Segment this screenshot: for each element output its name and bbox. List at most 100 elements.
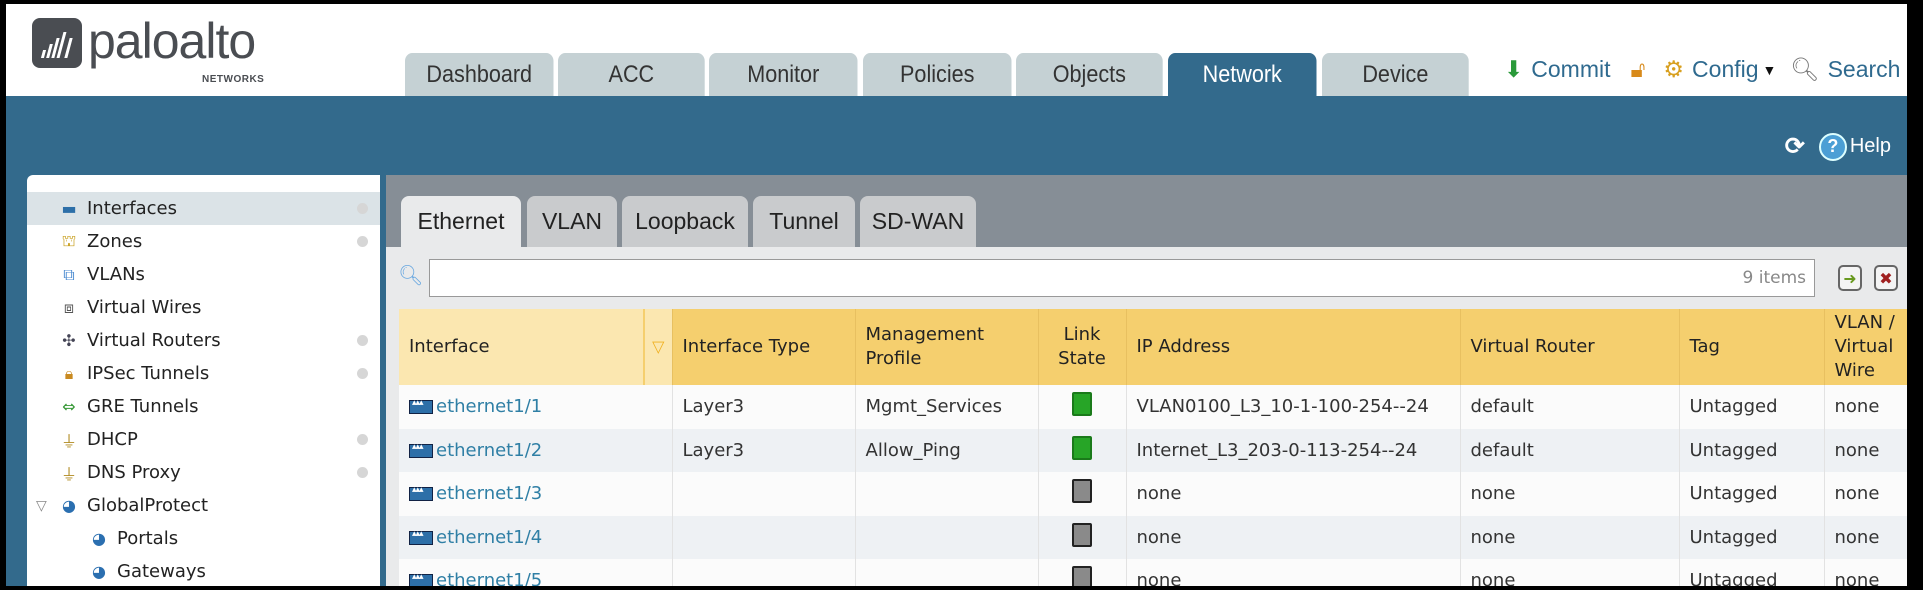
status-dot [357,467,368,478]
status-dot [357,368,368,379]
gateways-icon: ◕ [92,562,106,581]
interfaces-panel: 🔍︎ 9 items ➜ ✖ Interface ▽ Interface Type M… [386,247,1907,586]
link-down-icon [1072,566,1092,586]
tab-loopback[interactable]: Loopback [622,196,748,247]
management-profile-cell [855,515,1039,559]
dhcp-icon: ⏚ [60,431,77,451]
logo-wordmark: paloalto [88,13,256,69]
column-header-link-state[interactable]: Link State [1038,309,1127,385]
sidebar-item-gateways[interactable]: ◕ Gateways [27,555,380,586]
nav-tab-device[interactable]: Device [1322,53,1469,96]
apply-filter-button[interactable]: ➜ [1838,265,1862,291]
tab-tunnel[interactable]: Tunnel [753,196,855,247]
tag-cell: Untagged [1679,385,1825,429]
tab-sd-wan[interactable]: SD-WAN [860,196,976,247]
filter-search-icon: 🔍︎ [398,263,424,287]
virtual-routers-icon: ✣ [62,331,76,350]
tag-cell: Untagged [1679,515,1825,559]
nav-tab-monitor[interactable]: Monitor [709,53,858,96]
sidebar-item-gre-tunnels[interactable]: ⇔ GRE Tunnels [27,390,380,423]
nav-tab-network[interactable]: Network [1168,53,1317,96]
gre-tunnels-icon: ⇔ [62,397,76,416]
ip-address-cell: VLAN0100_L3_10-1-100-254--24 [1126,385,1461,429]
column-header-interface[interactable]: Interface [399,309,645,385]
interface-link[interactable]: ethernet1/1 [436,396,543,418]
config-icon[interactable]: ⚙ [1663,56,1685,82]
sidebar-item-interfaces[interactable]: ▬ Interfaces [27,192,380,225]
interface-link[interactable]: ethernet1/5 [436,570,543,586]
link-down-icon [1072,522,1092,547]
sidebar-item-dhcp[interactable]: ⏚ DHCP [27,423,380,456]
interface-link[interactable]: ethernet1/2 [436,439,543,461]
sidebar-item-globalprotect[interactable]: ▽ ◕ GlobalProtect [27,489,380,522]
column-header-ip-address[interactable]: IP Address [1126,309,1461,385]
sidebar-item-label: GlobalProtect [87,495,209,516]
logo-subtitle: NETWORKS [202,74,265,85]
nav-tab-acc[interactable]: ACC [558,53,705,96]
chevron-down-icon[interactable]: ▼ [1762,61,1777,78]
virtual-router-cell: default [1460,385,1680,429]
sidebar-item-portals[interactable]: ◕ Portals [27,522,380,555]
vlan-virtual-wire-cell: none [1824,515,1907,559]
sidebar-item-label: Interfaces [87,198,177,219]
virtual-router-cell: default [1460,428,1680,472]
help-button[interactable]: ? Help [1818,132,1891,161]
nav-tab-dashboard[interactable]: Dashboard [405,53,554,96]
table-header-row: Interface ▽ Interface Type Management Profi… [399,309,1907,385]
nav-tab-policies[interactable]: Policies [863,53,1012,96]
column-header-label: Virtual Router [1470,336,1595,357]
ethernet-port-icon [409,529,433,545]
clear-filter-button[interactable]: ✖ [1874,265,1898,291]
interface-type-cell: Layer3 [672,428,856,472]
interface-link[interactable]: ethernet1/3 [436,483,543,505]
link-state-cell [1038,385,1127,429]
column-header-label: Tag [1689,336,1720,357]
lock-icon[interactable]: 🔓︎ [1630,56,1646,82]
tab-vlan[interactable]: VLAN [527,196,617,247]
sort-triangle-icon: ▽ [652,337,665,356]
column-header-vlan-virtual-wire[interactable]: VLAN / Virtual Wire [1824,309,1907,385]
globalprotect-icon: ◕ [62,496,76,515]
status-dot [357,434,368,445]
commit-button[interactable]: Commit [1531,56,1611,82]
content-area: Ethernet VLAN Loopback Tunnel SD-WAN 🔍︎ 9 it… [386,175,1907,586]
interface-cell: ethernet1/5 [399,559,673,586]
sidebar-item-zones[interactable]: ⛫ Zones [27,225,380,258]
tab-ethernet[interactable]: Ethernet [401,196,521,247]
sidebar-item-virtual-routers[interactable]: ✣ Virtual Routers [27,324,380,357]
sidebar-item-vlans[interactable]: ⧉ VLANs [27,258,380,291]
status-dot [357,335,368,346]
column-header-management-profile[interactable]: Management Profile [855,309,1039,385]
filter-input[interactable]: 9 items [429,259,1815,297]
interface-type-cell [672,515,856,559]
refresh-icon[interactable]: ⟳ [1784,133,1805,160]
zones-icon: ⛫ [61,231,77,250]
sidebar-item-dns-proxy[interactable]: ⏚ DNS Proxy [27,456,380,489]
interface-link[interactable]: ethernet1/4 [436,526,543,548]
column-header-label: Management Profile [865,324,985,369]
nav-tab-objects[interactable]: Objects [1016,53,1163,96]
sidebar-item-virtual-wires[interactable]: ⧈ Virtual Wires [27,291,380,324]
sidebar-item-label: VLANs [87,264,145,285]
utility-bar: ⟳ ? Help [1785,132,1891,161]
column-header-tag[interactable]: Tag [1679,309,1825,385]
column-header-label: Link State [1058,324,1106,369]
column-header-virtual-router[interactable]: Virtual Router [1460,309,1680,385]
ethernet-port-icon [409,485,433,502]
column-header-interface-type[interactable]: Interface Type [672,309,856,385]
expand-triangle-icon[interactable]: ▽ [36,497,47,514]
config-menu[interactable]: Config [1692,56,1759,82]
search-icon[interactable]: 🔍︎ [1790,56,1820,82]
commit-icon[interactable]: ⬇ [1504,56,1524,82]
search-button[interactable]: Search [1827,56,1901,82]
tag-cell: Untagged [1679,472,1825,516]
virtual-router-cell: none [1460,472,1680,516]
sort-dropdown[interactable]: ▽ [643,309,673,385]
app-window: paloalto NETWORKS Dashboard ACC Monitor Pol… [6,4,1907,586]
sidebar-item-ipsec-tunnels[interactable]: 🔒︎ IPSec Tunnels [27,357,380,390]
